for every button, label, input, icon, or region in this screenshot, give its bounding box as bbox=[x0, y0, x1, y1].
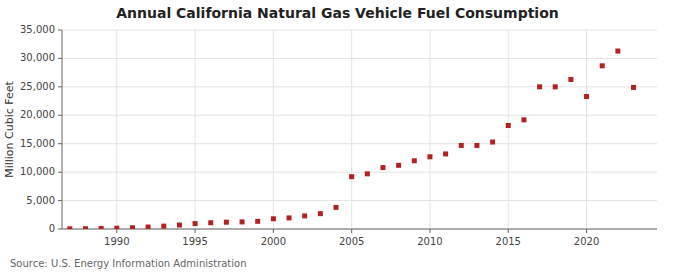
y-tick-label: 30,000 bbox=[20, 52, 55, 63]
background bbox=[0, 0, 675, 275]
point bbox=[631, 85, 636, 90]
point bbox=[506, 123, 511, 128]
y-tick-label: 20,000 bbox=[20, 109, 55, 120]
x-tick bbox=[273, 229, 274, 233]
x-grid-line bbox=[508, 30, 509, 229]
point bbox=[99, 226, 104, 229]
x-tick-label: 2000 bbox=[261, 236, 286, 247]
point bbox=[67, 226, 72, 229]
x-tick bbox=[351, 229, 352, 233]
point bbox=[208, 220, 213, 225]
point bbox=[161, 224, 166, 229]
y-grid-line bbox=[62, 229, 657, 230]
point bbox=[474, 143, 479, 148]
point bbox=[302, 213, 307, 218]
point bbox=[521, 117, 526, 122]
point bbox=[318, 211, 323, 216]
y-tick bbox=[58, 30, 62, 31]
points bbox=[67, 49, 636, 229]
x-axis-line bbox=[62, 229, 657, 230]
chart: 0 5,000 10,000 15,000 20,000 25,000 30,000 35,0… bbox=[0, 0, 675, 275]
x-tick bbox=[586, 229, 587, 233]
y-tick bbox=[58, 115, 62, 116]
point bbox=[334, 205, 339, 210]
x-tick bbox=[195, 229, 196, 233]
point bbox=[177, 223, 182, 228]
y-tick-label: 0 bbox=[49, 223, 55, 234]
point bbox=[584, 94, 589, 99]
x-tick-label: 2010 bbox=[417, 236, 442, 247]
point bbox=[193, 221, 198, 226]
point bbox=[224, 220, 229, 225]
x-tick-label: 2020 bbox=[574, 236, 599, 247]
x-tick bbox=[508, 229, 509, 233]
x-grid-line bbox=[273, 30, 274, 229]
y-grid-line bbox=[62, 200, 657, 201]
point bbox=[568, 77, 573, 82]
y-axis-line bbox=[62, 30, 63, 229]
y-tick bbox=[58, 143, 62, 144]
point bbox=[396, 163, 401, 168]
y-axis-label: Million Cubic Feet bbox=[3, 80, 16, 177]
point bbox=[349, 174, 354, 179]
point bbox=[255, 219, 260, 224]
point bbox=[427, 154, 432, 159]
title: Annual California Natural Gas Vehicle Fu… bbox=[116, 5, 559, 21]
x-tick-label: 1995 bbox=[182, 236, 207, 247]
point bbox=[553, 84, 558, 89]
x-grid-line bbox=[429, 30, 430, 229]
y-grid-line bbox=[62, 115, 657, 116]
point bbox=[271, 216, 276, 221]
y-tick-label: 35,000 bbox=[20, 24, 55, 35]
y-tick bbox=[58, 229, 62, 230]
x-grid-line bbox=[586, 30, 587, 229]
point bbox=[412, 158, 417, 163]
y-grid-line bbox=[62, 30, 657, 31]
point bbox=[83, 226, 88, 229]
x-tick bbox=[116, 229, 117, 233]
point bbox=[443, 151, 448, 156]
x-grid-line bbox=[351, 30, 352, 229]
y-grid-line bbox=[62, 172, 657, 173]
y-tick bbox=[58, 172, 62, 173]
x-tick-label: 1990 bbox=[104, 236, 129, 247]
x-tick bbox=[429, 229, 430, 233]
x-tick-label: 2005 bbox=[339, 236, 364, 247]
x-tick-label: 2015 bbox=[496, 236, 521, 247]
grid bbox=[62, 30, 657, 229]
point bbox=[146, 225, 151, 229]
y-tick bbox=[58, 86, 62, 87]
point bbox=[114, 226, 119, 229]
point bbox=[240, 219, 245, 224]
y-grid-line bbox=[62, 58, 657, 59]
y-tick-label: 15,000 bbox=[20, 138, 55, 149]
axes: 0 5,000 10,000 15,000 20,000 25,000 30,000 35,0… bbox=[20, 24, 657, 247]
y-grid-line bbox=[62, 143, 657, 144]
y-tick bbox=[58, 200, 62, 201]
point bbox=[490, 140, 495, 145]
y-tick-label: 5,000 bbox=[26, 195, 55, 206]
point bbox=[615, 49, 620, 54]
point bbox=[130, 225, 135, 229]
y-tick-label: 10,000 bbox=[20, 166, 55, 177]
point bbox=[537, 84, 542, 89]
point bbox=[600, 63, 605, 68]
point bbox=[287, 215, 292, 220]
x-grid-line bbox=[116, 30, 117, 229]
point bbox=[380, 165, 385, 170]
source-note: Source: U.S. Energy Information Administ… bbox=[10, 258, 247, 269]
y-grid-line bbox=[62, 86, 657, 87]
y-tick bbox=[58, 58, 62, 59]
point bbox=[459, 143, 464, 148]
y-tick-label: 25,000 bbox=[20, 81, 55, 92]
point bbox=[365, 171, 370, 176]
x-grid-line bbox=[195, 30, 196, 229]
